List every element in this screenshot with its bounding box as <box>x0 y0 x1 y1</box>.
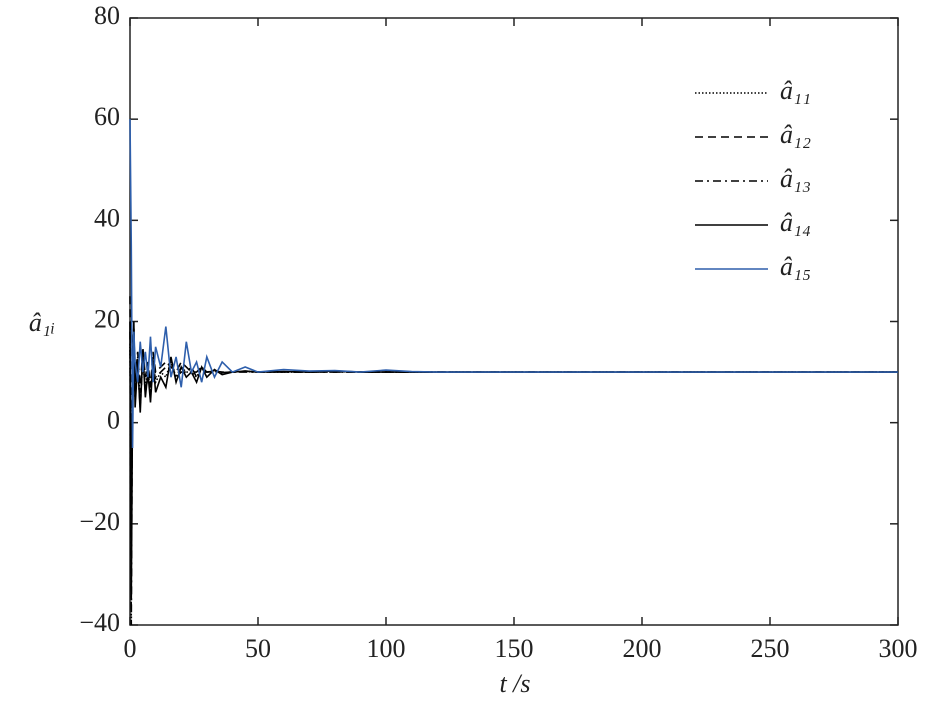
x-axis-label: t /s <box>499 669 530 698</box>
y-tick-label: 60 <box>94 102 120 131</box>
y-tick-label: −20 <box>79 507 120 536</box>
y-tick-label: 20 <box>94 304 120 333</box>
series-line <box>129 119 898 448</box>
y-tick-label: −40 <box>79 608 120 637</box>
y-tick-label: 0 <box>107 406 120 435</box>
legend-label: â₁₂ <box>780 120 811 149</box>
x-tick-label: 200 <box>623 634 662 663</box>
series-line <box>129 296 898 474</box>
series-line <box>129 321 898 600</box>
x-tick-label: 250 <box>751 634 790 663</box>
x-tick-label: 50 <box>245 634 271 663</box>
legend-label: â₁₁ <box>780 76 811 105</box>
x-tick-label: 150 <box>495 634 534 663</box>
legend-label: â₁₅ <box>780 252 811 281</box>
plot-frame <box>129 17 899 626</box>
y-tick-label: 40 <box>94 203 120 232</box>
legend-label: â₁₄ <box>780 208 811 237</box>
y-tick-label: 80 <box>94 1 120 30</box>
y-axis-label: â₁ᵢ <box>29 308 55 337</box>
x-tick-label: 100 <box>367 634 406 663</box>
series-line <box>129 331 898 524</box>
x-tick-label: 0 <box>124 634 137 663</box>
legend-label: â₁₃ <box>780 164 811 193</box>
x-tick-label: 300 <box>879 634 918 663</box>
